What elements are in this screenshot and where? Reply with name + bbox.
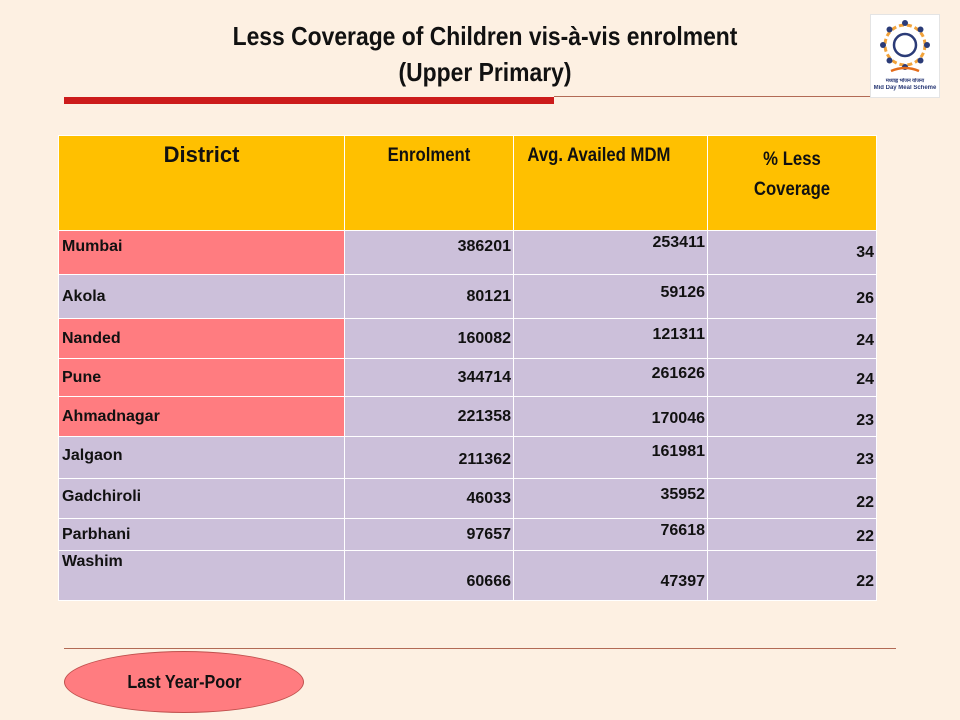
mdm-logo: मध्याह्न भोजन योजना Mid Day Meal Scheme [870, 14, 940, 98]
cell-enrolment: 97657 [344, 518, 514, 551]
mdm-logo-icon [880, 20, 930, 73]
cell-district: Gadchiroli [58, 478, 345, 519]
table-row: Mumbai 386201 253411 34 [58, 230, 877, 275]
header-percent-less-coverage: % Less Coverage [707, 135, 877, 231]
cell-enrolment: 80121 [344, 274, 514, 319]
table-row: Washim 60666 47397 22 [58, 550, 877, 601]
table-row: Gadchiroli 46033 35952 22 [58, 478, 877, 519]
cell-avg-availed: 253411 [513, 230, 708, 275]
cell-avg-availed: 35952 [513, 478, 708, 519]
header-avg-availed-mdm: Avg. Availed MDM [513, 135, 708, 231]
cell-district: Jalgaon [58, 436, 345, 479]
cell-avg-availed: 47397 [513, 550, 708, 601]
divider-top [554, 96, 890, 97]
cell-district: Akola [58, 274, 345, 319]
header-less-line-2: Coverage [753, 179, 831, 200]
last-year-poor-oval: Last Year-Poor [64, 651, 304, 713]
cell-percent-less: 26 [707, 274, 877, 319]
header-less-line-1: % Less [763, 149, 821, 170]
cell-district: Parbhani [58, 518, 345, 551]
cell-enrolment: 211362 [344, 436, 514, 479]
title-line-1: Less Coverage of Children vis-à-vis enro… [232, 21, 738, 51]
table-header-row: District Enrolment Avg. Availed MDM % Le… [58, 135, 877, 231]
header-district: District [58, 135, 345, 231]
cell-avg-availed: 59126 [513, 274, 708, 319]
cell-enrolment: 160082 [344, 318, 514, 359]
cell-enrolment: 60666 [344, 550, 514, 601]
cell-enrolment: 221358 [344, 396, 514, 437]
cell-enrolment: 344714 [344, 358, 514, 397]
cell-percent-less: 23 [707, 396, 877, 437]
cell-district: Pune [58, 358, 345, 397]
cell-district: Nanded [58, 318, 345, 359]
table-row: Nanded 160082 121311 24 [58, 318, 877, 359]
cell-enrolment: 46033 [344, 478, 514, 519]
cell-avg-availed: 76618 [513, 518, 708, 551]
cell-enrolment: 386201 [344, 230, 514, 275]
table-row: Akola 80121 59126 26 [58, 274, 877, 319]
oval-label: Last Year-Poor [126, 671, 242, 692]
header-enrolment: Enrolment [344, 135, 514, 231]
cell-district: Ahmadnagar [58, 396, 345, 437]
cell-percent-less: 22 [707, 518, 877, 551]
table-row: Parbhani 97657 76618 22 [58, 518, 877, 551]
cell-district: Mumbai [58, 230, 345, 275]
cell-avg-availed: 261626 [513, 358, 708, 397]
cell-percent-less: 22 [707, 550, 877, 601]
cell-percent-less: 24 [707, 358, 877, 397]
coverage-table: District Enrolment Avg. Availed MDM % Le… [58, 135, 877, 601]
cell-avg-availed: 161981 [513, 436, 708, 479]
table-row: Ahmadnagar 221358 170046 23 [58, 396, 877, 437]
cell-percent-less: 24 [707, 318, 877, 359]
table-row: Pune 344714 261626 24 [58, 358, 877, 397]
divider-bottom [64, 648, 896, 649]
cell-percent-less: 23 [707, 436, 877, 479]
slide-title: Less Coverage of Children vis-à-vis enro… [58, 18, 912, 90]
accent-bar [64, 97, 554, 104]
title-line-2: (Upper Primary) [398, 57, 572, 87]
cell-percent-less: 34 [707, 230, 877, 275]
table-row: Jalgaon 211362 161981 23 [58, 436, 877, 479]
logo-text-hindi: मध्याह्न भोजन योजना [885, 78, 925, 84]
logo-text-english: Mid Day Meal Scheme [873, 85, 937, 91]
cell-district: Washim [58, 550, 345, 601]
cell-avg-availed: 121311 [513, 318, 708, 359]
cell-avg-availed: 170046 [513, 396, 708, 437]
cell-percent-less: 22 [707, 478, 877, 519]
